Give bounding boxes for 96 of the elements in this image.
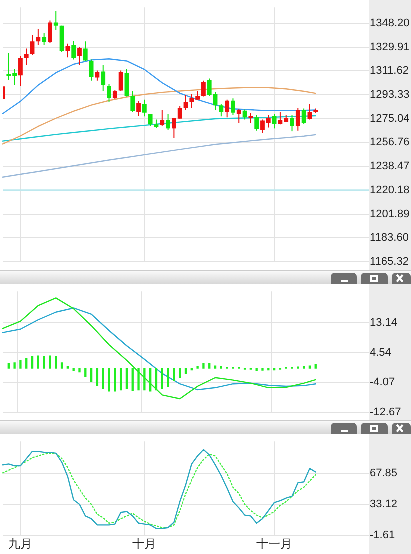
candlestick <box>142 99 147 118</box>
candlestick <box>202 80 206 98</box>
bar <box>126 368 128 390</box>
candlestick <box>136 101 141 117</box>
bar <box>179 368 182 378</box>
bar <box>37 356 40 369</box>
candlestick <box>72 40 76 60</box>
candlestick <box>160 110 165 127</box>
candlestick <box>48 20 52 44</box>
y-tick-label: 1275.04 <box>370 112 410 125</box>
y-tick-label: 1183.60 <box>370 232 409 244</box>
bar <box>150 368 152 392</box>
candlestick <box>166 114 170 131</box>
candlestick <box>254 114 260 132</box>
x-tick-label: 十一月 <box>256 537 293 552</box>
bar <box>132 368 134 392</box>
candlestick <box>124 68 130 98</box>
candlestick <box>231 98 236 116</box>
bar <box>138 368 140 391</box>
bar <box>43 356 46 369</box>
candlestick <box>66 43 70 58</box>
bar <box>84 368 87 378</box>
candlestick <box>101 64 106 92</box>
candlestick <box>107 84 112 103</box>
candlestick <box>118 70 124 92</box>
bar <box>268 368 270 371</box>
candlestick <box>42 32 47 46</box>
candlestick <box>236 108 242 124</box>
x-tick-label: 九月 <box>8 537 33 552</box>
bar <box>49 356 52 369</box>
bar <box>108 368 110 392</box>
y-tick-label: 33.12 <box>370 498 398 510</box>
candlestick <box>248 113 254 124</box>
y-tick-label: -12.67 <box>370 406 402 418</box>
bar <box>102 368 104 390</box>
x-tick-label: 十月 <box>132 537 157 552</box>
bar <box>256 368 258 372</box>
y-tick-label: 1220.18 <box>370 184 410 196</box>
bar <box>208 362 211 369</box>
y-tick-label: 1293.33 <box>370 89 410 102</box>
y-tick-label: 1201.89 <box>370 208 410 220</box>
bar <box>120 368 122 391</box>
bar <box>114 368 116 392</box>
y-tick-label: 67.85 <box>370 467 398 480</box>
y-tick-label: 1238.47 <box>370 160 410 173</box>
candlestick <box>95 70 100 82</box>
candlestick <box>148 114 153 127</box>
bar <box>60 362 64 369</box>
bar <box>90 368 93 382</box>
y-tick-label: 1256.76 <box>370 136 410 149</box>
bar <box>262 368 264 371</box>
candlestick <box>30 34 35 56</box>
bar <box>66 366 70 369</box>
bar <box>155 368 158 391</box>
y-tick-label: 1165.32 <box>370 256 409 268</box>
y-tick-label: 4.54 <box>370 346 392 359</box>
bar <box>72 368 75 372</box>
candlestick <box>302 108 306 124</box>
bar <box>314 364 317 369</box>
bar <box>144 368 146 391</box>
bar <box>55 356 58 369</box>
y-tick-label: -4.07 <box>370 376 396 389</box>
y-tick-label: -1.61 <box>370 530 396 542</box>
y-tick-label: 13.14 <box>370 317 398 330</box>
candlestick <box>290 114 294 132</box>
bar <box>8 362 10 369</box>
bar <box>161 368 164 390</box>
candlestick <box>219 104 224 118</box>
candlestick <box>130 90 136 112</box>
candlestick <box>54 10 58 31</box>
candlestick <box>272 114 277 130</box>
bar <box>220 366 222 369</box>
bar <box>302 366 306 369</box>
y-tick-label: 1311.62 <box>370 65 409 78</box>
candlestick <box>225 99 230 118</box>
candlestick <box>36 28 41 46</box>
candlestick <box>24 48 29 66</box>
bar <box>184 368 188 374</box>
candlestick <box>83 41 88 62</box>
bar <box>190 368 193 371</box>
bar <box>167 368 170 388</box>
y-tick-label: 1348.20 <box>370 17 410 30</box>
bar <box>202 363 205 369</box>
bar <box>273 368 276 371</box>
bar <box>173 368 176 382</box>
bar <box>196 366 199 369</box>
bar <box>96 368 99 386</box>
candlestick <box>78 46 82 66</box>
candlestick <box>18 56 23 87</box>
y-tick-label: 1329.91 <box>370 41 410 54</box>
bar <box>78 368 81 373</box>
bar <box>14 362 16 369</box>
candlestick <box>296 108 300 132</box>
bar <box>31 356 34 369</box>
bar <box>20 360 22 369</box>
bar <box>26 358 28 369</box>
